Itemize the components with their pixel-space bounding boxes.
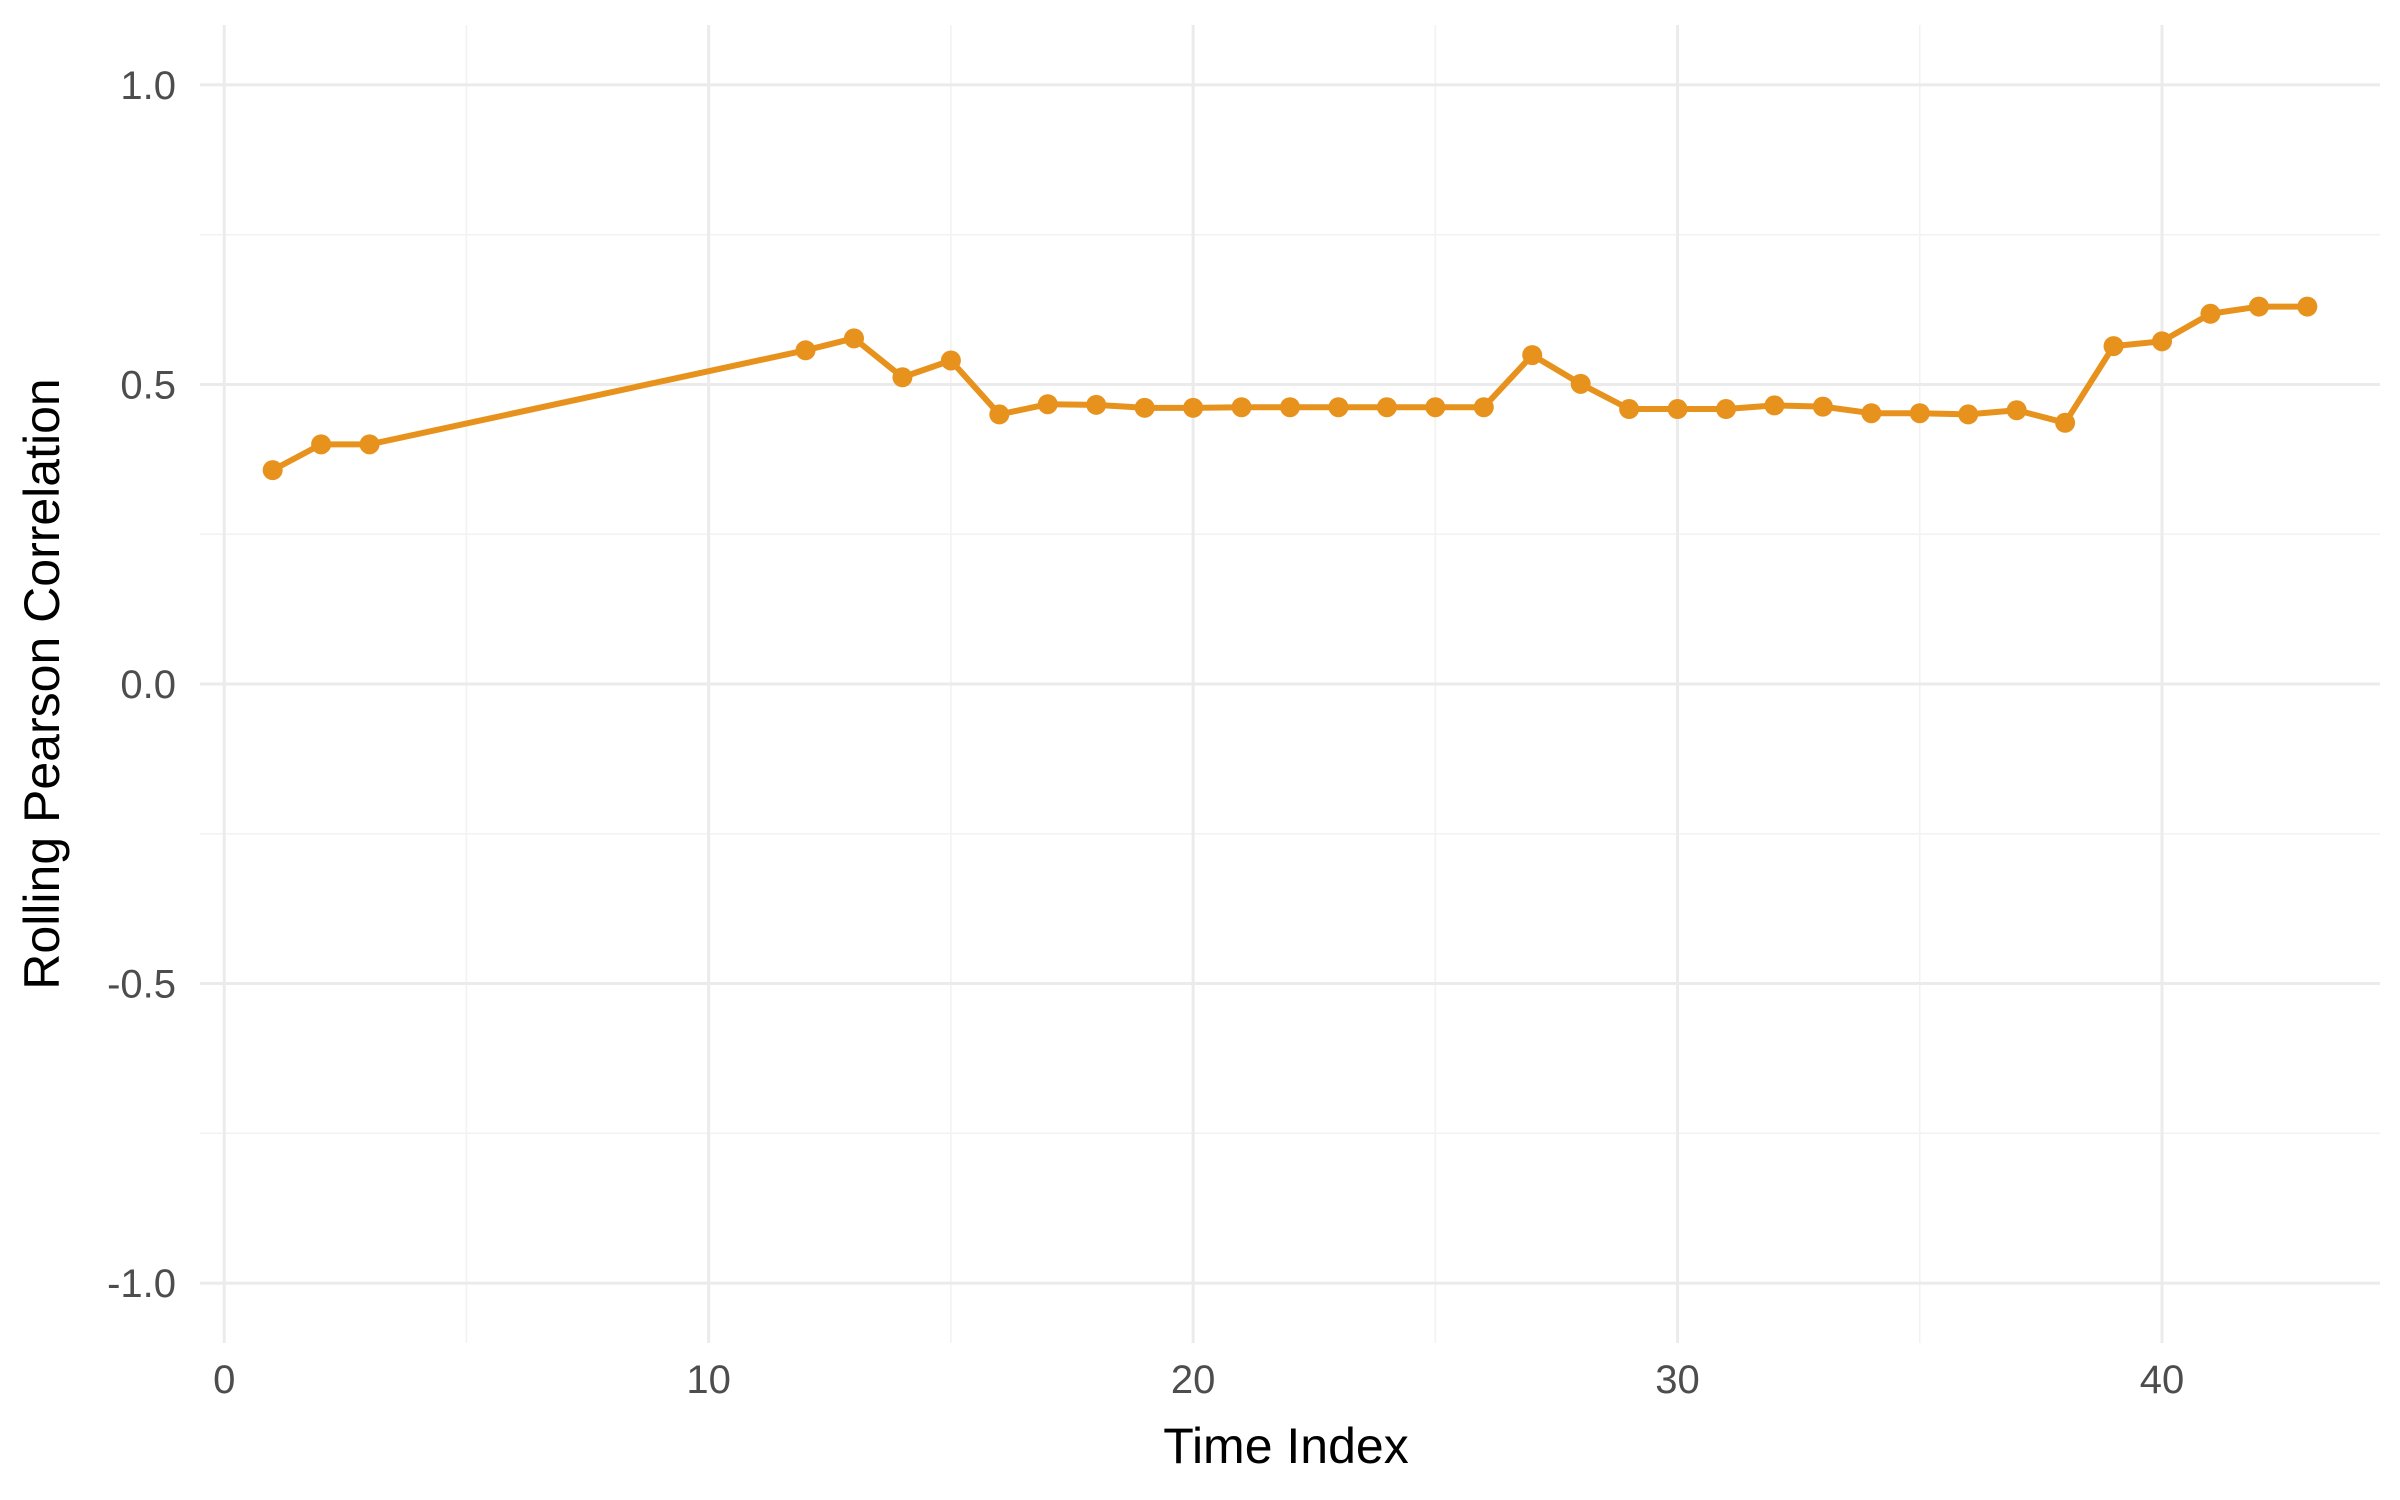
data-point: [2297, 296, 2318, 317]
data-point: [940, 350, 961, 371]
y-tick-label: -1.0: [107, 1262, 176, 1306]
series-line: [269, 303, 2311, 474]
data-point: [844, 328, 864, 349]
data-point: [1425, 397, 1446, 418]
data-point: [2152, 331, 2172, 352]
data-point: [2006, 400, 2027, 421]
data-point: [2200, 303, 2221, 324]
data-point: [1764, 395, 1785, 416]
data-point: [1667, 399, 1688, 420]
data-point: [1522, 345, 1543, 366]
data-point: [311, 434, 332, 455]
data-point: [1376, 397, 1397, 418]
data-point: [1280, 397, 1300, 418]
major-gridlines: [200, 25, 2380, 1343]
x-tick-label: 0: [213, 1358, 235, 1402]
x-tick-label: 20: [1171, 1358, 1216, 1402]
data-point: [1861, 403, 1882, 424]
y-tick-label: -0.5: [107, 963, 176, 1007]
x-tick-label: 10: [686, 1358, 731, 1402]
minor-gridlines: [200, 25, 2380, 1343]
x-tick-label: 40: [2140, 1358, 2185, 1402]
data-point: [1812, 396, 1833, 417]
series-layer: [262, 296, 2318, 481]
y-tick-label: 0.0: [120, 663, 176, 707]
data-point: [2103, 336, 2124, 357]
data-point: [892, 367, 913, 388]
data-point: [1328, 397, 1349, 418]
data-point: [2055, 412, 2076, 433]
data-point: [1037, 394, 1058, 415]
y-tick-label: 0.5: [120, 363, 176, 407]
y-axis-title: Rolling Pearson Correlation: [14, 378, 70, 989]
data-point: [1473, 397, 1494, 418]
x-axis-title: Time Index: [1163, 1418, 1408, 1474]
data-point: [262, 460, 283, 481]
data-point: [1231, 397, 1252, 418]
data-point: [1086, 394, 1107, 415]
data-point: [1570, 373, 1591, 394]
x-tick-label: 30: [1655, 1358, 1700, 1402]
data-point: [795, 340, 816, 361]
data-point: [1134, 397, 1155, 418]
data-point: [1619, 399, 1640, 420]
data-point: [2248, 296, 2269, 317]
data-point: [989, 404, 1010, 425]
y-tick-label: 1.0: [120, 64, 176, 108]
data-point: [1909, 403, 1930, 424]
data-point: [1958, 404, 1979, 425]
data-point: [359, 434, 380, 455]
data-point: [1716, 399, 1736, 420]
data-point: [1183, 397, 1204, 418]
y-axis-tick-labels: -1.0 -0.5 0.0 0.5 1.0: [107, 64, 176, 1306]
x-axis-tick-labels: 0 10 20 30 40: [213, 1358, 2184, 1402]
